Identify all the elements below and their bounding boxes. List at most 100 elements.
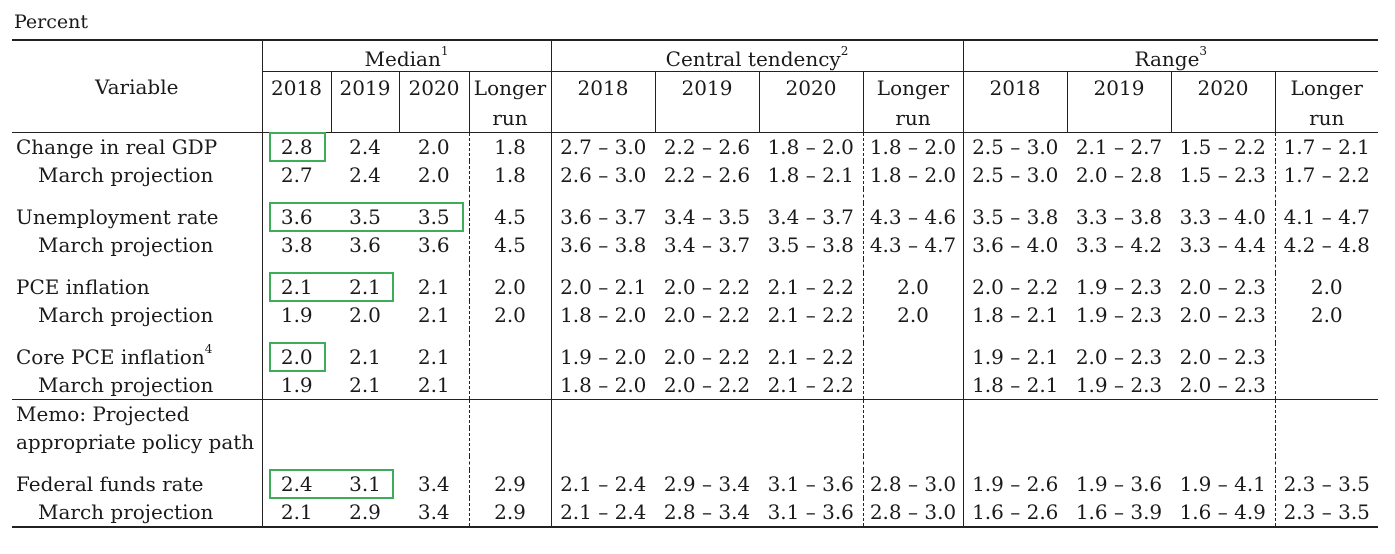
projections-table: Variable Median1 Central tendency2 Range…	[12, 39, 1378, 528]
range-cell: 1.9 – 2.1	[962, 343, 1067, 371]
central-cell: 2.8 – 3.0	[862, 498, 963, 526]
central-year-header: 2020	[758, 71, 863, 106]
median-group-header: Median1	[261, 41, 551, 72]
range-cell	[1274, 371, 1378, 400]
row-label-text: March projection	[38, 373, 214, 397]
row-footnote: 4	[204, 342, 213, 356]
median-cell: 2.1	[349, 345, 381, 369]
range-label: Range	[1134, 47, 1200, 71]
central-cell: 2.0 – 2.2	[663, 275, 751, 299]
table-row: March projection 1.9 2.0 2.1 2.0 1.8 – 2.0 2.0…	[12, 301, 1378, 329]
median-cell: 2.1	[417, 303, 450, 327]
range-cell: 1.7 – 2.2	[1274, 161, 1378, 189]
median-cell: 1.9	[261, 371, 331, 400]
row-label: Federal funds rate	[12, 470, 262, 498]
median-cell: 3.1	[349, 472, 381, 496]
range-year-header: 2020	[1170, 71, 1275, 106]
range-year-header-blank	[962, 106, 1067, 133]
table-row: March projection 3.8 3.6 3.6 4.5 3.6 – 3.8 3.4…	[12, 231, 1378, 259]
range-cell: 1.9 – 3.6	[1075, 472, 1163, 496]
range-longer-run-header-line2: run	[1274, 106, 1378, 133]
range-cell: 1.9 – 2.3	[1075, 303, 1163, 327]
row-label-march-projection: March projection	[12, 231, 262, 259]
range-cell: 2.0 – 2.3	[1179, 303, 1266, 327]
central-longer-run-header-line2: run	[862, 106, 963, 133]
median-cell: 2.4	[261, 470, 331, 498]
median-cell: 2.9	[468, 498, 551, 526]
range-cell: 3.3 – 4.2	[1075, 233, 1163, 257]
table-row: Federal funds rate 2.4 3.1 3.4 2.9 2.1 – 2.4 2…	[12, 470, 1378, 498]
row-label-text: March projection	[38, 303, 214, 327]
range-year-header: 2018	[962, 71, 1067, 106]
central-cell: 2.8 – 3.4	[663, 500, 751, 524]
row-label-text: Core PCE inflation	[16, 345, 205, 369]
row-label-march-projection: March projection	[12, 498, 262, 526]
central-cell: 2.1 – 2.2	[767, 303, 854, 327]
range-cell: 3.3 – 3.8	[1075, 205, 1163, 229]
central-cell: 2.0	[862, 301, 963, 329]
central-cell: 2.0	[862, 273, 963, 301]
central-cell: 3.5 – 3.8	[767, 233, 854, 257]
row-label-march-projection: March projection	[12, 371, 262, 400]
range-cell: 2.3 – 3.5	[1274, 470, 1378, 498]
central-cell: 1.8 – 2.0	[550, 371, 655, 400]
row-label-text: March projection	[38, 233, 214, 257]
central-cell	[862, 371, 963, 400]
central-cell: 1.8 – 2.0	[862, 132, 963, 161]
median-cell: 2.1	[261, 498, 331, 526]
central-cell: 1.8 – 2.0	[550, 301, 655, 329]
range-cell: 1.5 – 2.3	[1179, 163, 1266, 187]
central-cell: 1.8 – 2.0	[862, 161, 963, 189]
memo-line2: appropriate policy path	[16, 430, 255, 454]
range-cell: 1.5 – 2.2	[1179, 135, 1266, 159]
range-cell: 2.3 – 3.5	[1274, 498, 1378, 526]
central-cell: 3.6 – 3.7	[550, 203, 655, 231]
median-longer-run-header-line2: run	[468, 106, 551, 133]
median-cell: 2.0	[417, 163, 450, 187]
central-cell: 2.0 – 2.2	[663, 373, 751, 397]
range-cell: 3.3 – 4.4	[1179, 233, 1266, 257]
range-cell: 2.0	[1274, 273, 1378, 301]
unit-label: Percent	[14, 11, 89, 33]
row-label-text: PCE inflation	[16, 275, 150, 299]
median-cell	[468, 343, 551, 371]
central-cell: 1.8 – 2.1	[767, 163, 854, 187]
range-cell: 2.0 – 2.3	[1179, 275, 1266, 299]
median-year-header: 2018	[261, 71, 331, 106]
row-label-text: Unemployment rate	[16, 205, 219, 229]
range-cell: 2.1 – 2.7	[1075, 135, 1163, 159]
median-cell: 1.8	[468, 132, 551, 161]
median-cell: 2.7	[261, 161, 331, 189]
range-year-header: 2019	[1066, 71, 1171, 106]
central-cell: 3.6 – 3.8	[550, 231, 655, 259]
range-cell: 1.7 – 2.1	[1274, 132, 1378, 161]
median-year-header: 2019	[330, 71, 399, 106]
central-cell: 2.2 – 2.6	[663, 135, 751, 159]
central-cell: 3.1 – 3.6	[767, 472, 854, 496]
range-cell: 2.0 – 2.3	[1075, 345, 1163, 369]
median-cell: 3.6	[261, 203, 331, 231]
median-year-header-blank	[398, 106, 469, 133]
median-cell: 2.1	[417, 275, 450, 299]
median-cell: 2.0	[261, 343, 331, 371]
median-cell: 2.8	[261, 132, 331, 161]
central-cell	[862, 343, 963, 371]
row-label-march-projection: March projection	[12, 161, 262, 189]
median-cell: 2.4	[349, 135, 381, 159]
range-year-header-blank	[1066, 106, 1171, 133]
row-label-text: Federal funds rate	[16, 472, 204, 496]
median-year-header: 2020	[398, 71, 469, 106]
range-group-header: Range3	[962, 41, 1378, 72]
central-cell: 3.1 – 3.6	[767, 500, 854, 524]
range-cell: 3.5 – 3.8	[962, 203, 1067, 231]
central-label: Central tendency	[665, 47, 841, 71]
central-cell: 2.6 – 3.0	[550, 161, 655, 189]
range-cell: 2.5 – 3.0	[962, 132, 1067, 161]
median-cell: 2.4	[349, 163, 381, 187]
central-cell: 2.0 – 2.2	[663, 345, 751, 369]
central-year-header: 2019	[654, 71, 759, 106]
range-cell: 4.1 – 4.7	[1274, 203, 1378, 231]
central-cell: 2.0 – 2.1	[550, 273, 655, 301]
row-label-text: March projection	[38, 500, 214, 524]
central-cell: 3.4 – 3.5	[663, 205, 751, 229]
